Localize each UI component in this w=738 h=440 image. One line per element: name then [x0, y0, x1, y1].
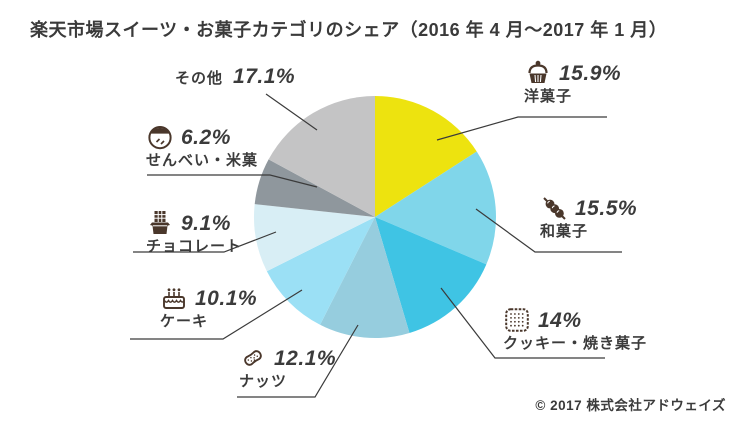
slice-percent: 10.1% [195, 286, 258, 310]
slice-percent: 14% [538, 308, 582, 332]
pie-slice-senbei [254, 159, 375, 217]
leader-lines [130, 93, 622, 398]
slice-label-other: その他 17.1% [175, 66, 295, 87]
slice-label-senbei: 6.2% せんべい・米菓 [146, 123, 258, 168]
slice-label-cake: 10.1% ケーキ [160, 284, 258, 330]
pie-slice-chocolate [254, 204, 375, 272]
slice-percent: 15.5% [575, 196, 638, 220]
slice-label-chocolate: 9.1% チョコレート [146, 209, 242, 254]
dango-icon [540, 194, 568, 222]
slice-category: クッキー・焼き菓子 [503, 335, 648, 352]
slice-percent: 12.1% [274, 346, 337, 370]
slice-label-yogashi: 15.9% 洋菓子 [524, 59, 621, 104]
slice-label-cookie: 14% クッキー・焼き菓子 [503, 306, 647, 351]
leader-line-wagashi [475, 208, 622, 253]
leader-line-other [265, 93, 318, 131]
chocolate-icon [146, 209, 174, 237]
slice-label-wagashi: 15.5% 和菓子 [540, 194, 637, 239]
senbei-icon [146, 123, 174, 151]
pie-slice-cookie [375, 217, 487, 333]
pie-slice-other [268, 96, 375, 217]
leader-line-senbei [147, 174, 318, 188]
biscuit-icon [503, 306, 531, 334]
slice-category: その他 [175, 70, 224, 87]
slice-category: ケーキ [160, 313, 209, 330]
pie-slice-yogashi [375, 96, 477, 217]
page-title: 楽天市場スイーツ・お菓子カテゴリのシェア（2016 年 4 月～2017 年 1… [30, 20, 668, 40]
peanut-icon [239, 344, 267, 372]
cupcake-icon [524, 59, 552, 87]
slice-category: ナッツ [239, 373, 288, 390]
cake-icon [160, 284, 188, 312]
leader-line-cake [130, 289, 303, 340]
pie-slice-wagashi [375, 151, 497, 265]
leader-line-nuts [237, 324, 359, 398]
leader-line-chocolate [133, 231, 277, 253]
slice-percent: 15.9% [559, 61, 622, 85]
leader-line-cookie [440, 287, 605, 359]
slice-percent: 6.2% [181, 125, 231, 149]
pie-slice-cake [266, 217, 375, 325]
slice-category: チョコレート [146, 238, 243, 255]
pie-slice-nuts [320, 217, 410, 338]
leader-line-yogashi [436, 116, 607, 141]
slice-category: 洋菓子 [524, 88, 573, 105]
slice-percent: 9.1% [181, 211, 231, 235]
slice-category: せんべい・米菓 [146, 152, 259, 169]
pie-slices [254, 96, 497, 338]
slice-label-nuts: 12.1% ナッツ [239, 344, 337, 390]
copyright-text: © 2017 株式会社アドウェイズ [535, 398, 726, 413]
slice-percent: 17.1% [233, 65, 296, 88]
slice-category: 和菓子 [540, 223, 589, 240]
